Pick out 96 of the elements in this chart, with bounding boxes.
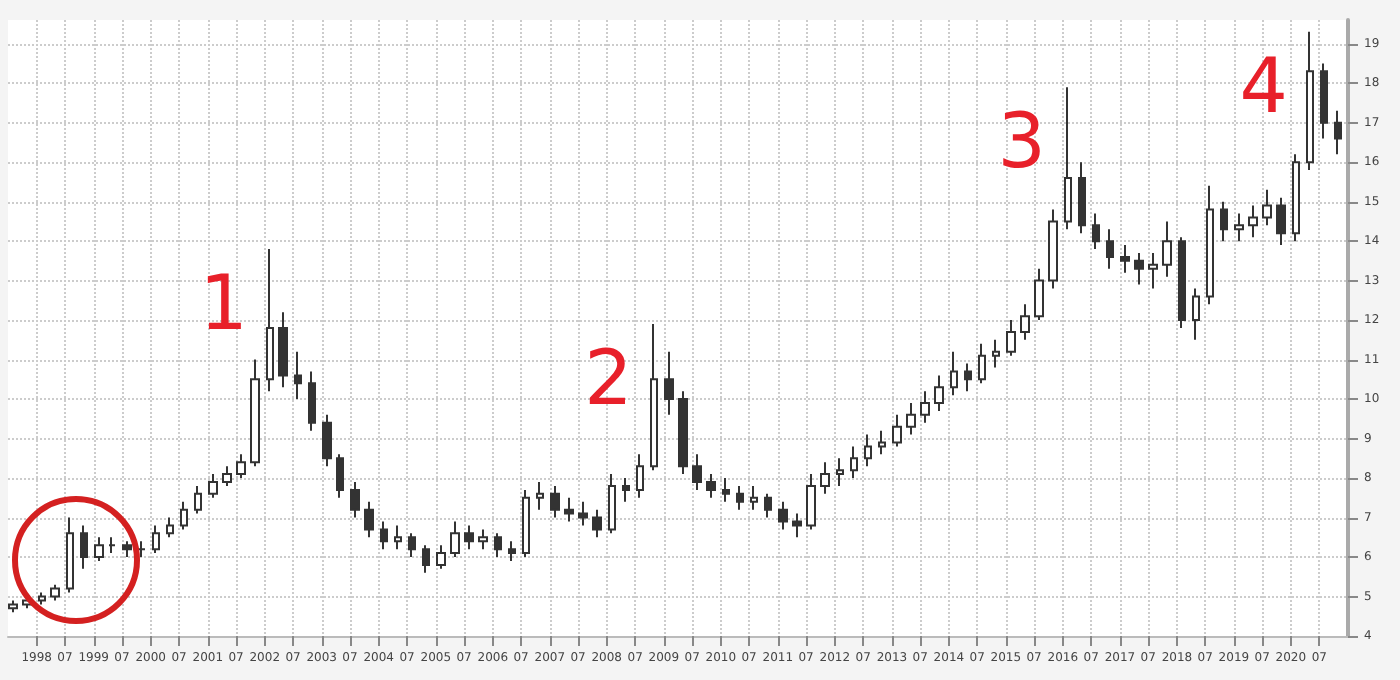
candlestick: [478, 528, 488, 551]
candlestick: [152, 524, 160, 555]
candlestick: [864, 433, 872, 468]
candlestick: [94, 536, 104, 562]
candlestick: [706, 473, 716, 499]
candlestick: [764, 492, 772, 519]
candlestick: [350, 481, 360, 519]
candlestick: [1034, 267, 1044, 322]
candlestick: [1092, 212, 1100, 251]
candlestick: [964, 362, 972, 393]
candlestick: [278, 311, 288, 389]
candlestick: [664, 350, 674, 416]
candlestick: [108, 536, 116, 555]
candlestick: [464, 524, 474, 551]
candlestick: [1276, 196, 1286, 247]
candlestick: [750, 484, 758, 511]
candlestick: [1334, 109, 1342, 156]
candlestick: [692, 453, 702, 491]
candlestick: [450, 520, 460, 559]
candlestick: [336, 453, 344, 499]
candlestick: [208, 473, 218, 499]
candlestick: [136, 540, 146, 559]
candlestick: [266, 248, 274, 393]
candlestick: [1064, 86, 1072, 231]
candlestick: [194, 484, 202, 515]
candlestick: [1162, 220, 1172, 278]
candlestick: [564, 496, 574, 523]
candlestick: [364, 500, 374, 539]
candlestick: [38, 591, 46, 606]
candlestick: [80, 524, 88, 570]
candlestick: [636, 453, 644, 499]
candlestick: [992, 338, 1000, 369]
candlestick: [1248, 204, 1258, 239]
candlestick: [878, 429, 886, 456]
annotation: 1: [199, 259, 248, 348]
candlestick: [578, 500, 588, 527]
candlestick: [122, 540, 132, 559]
candlestick: [250, 358, 260, 468]
candlestick: [1106, 228, 1114, 270]
candlestick: [678, 390, 688, 476]
candlestick: [50, 583, 60, 602]
candlestick: [1148, 251, 1158, 290]
candlestick: [778, 500, 788, 531]
candlestick: [722, 477, 730, 503]
annotation: 4: [1239, 41, 1288, 130]
candlestick: [180, 500, 188, 531]
candlestick: [1206, 184, 1214, 306]
candlestick: [892, 413, 902, 448]
candlestick: [1120, 244, 1130, 274]
candlestick: [850, 445, 858, 480]
candlestick: [1220, 200, 1228, 243]
candlestick: [806, 473, 816, 531]
candlestick: [1292, 153, 1300, 243]
annotation: 2: [584, 334, 633, 423]
candlestick: [294, 350, 302, 401]
candlestick: [236, 453, 246, 480]
candlestick: [166, 516, 174, 539]
annotation: 3: [997, 97, 1046, 186]
candlestick: [536, 481, 544, 511]
candlestick: [222, 465, 232, 487]
candlestick: [792, 512, 802, 539]
candlestick: [1234, 212, 1244, 243]
candlestick: [622, 477, 630, 503]
candlestick: [1192, 287, 1200, 341]
candlestick: [950, 350, 958, 397]
candlestick: [1262, 188, 1272, 227]
candlestick: [422, 544, 430, 574]
candlestick: [394, 524, 402, 551]
candlestick: [308, 370, 316, 432]
candlestick: [380, 520, 388, 551]
candlestick: [550, 484, 560, 519]
candlestick: [1020, 303, 1030, 341]
candlestick: [508, 540, 516, 562]
candlestick: [1178, 236, 1186, 329]
candlestick: [1078, 161, 1086, 235]
candlestick: [608, 473, 616, 535]
candlestick: [836, 457, 844, 487]
candlestick: [906, 402, 916, 436]
candlestick: [522, 488, 530, 559]
candlestick: [1306, 30, 1314, 172]
candlestick: [934, 374, 944, 412]
candlestick: [494, 532, 502, 559]
candlestick: [650, 323, 658, 472]
candlestick: [820, 461, 830, 495]
candlestick: [1134, 251, 1144, 286]
candlestick: [1320, 62, 1328, 140]
candlestick: [736, 484, 744, 511]
candlestick: [1048, 208, 1058, 290]
candlestick: [436, 544, 446, 570]
candlestick: [978, 342, 986, 385]
candlestick: [592, 508, 602, 539]
candlestick: [408, 532, 416, 559]
candlestick: [66, 516, 74, 594]
candlestick: [1006, 319, 1016, 357]
candlestick: [322, 413, 332, 468]
candlestick: [920, 390, 930, 424]
